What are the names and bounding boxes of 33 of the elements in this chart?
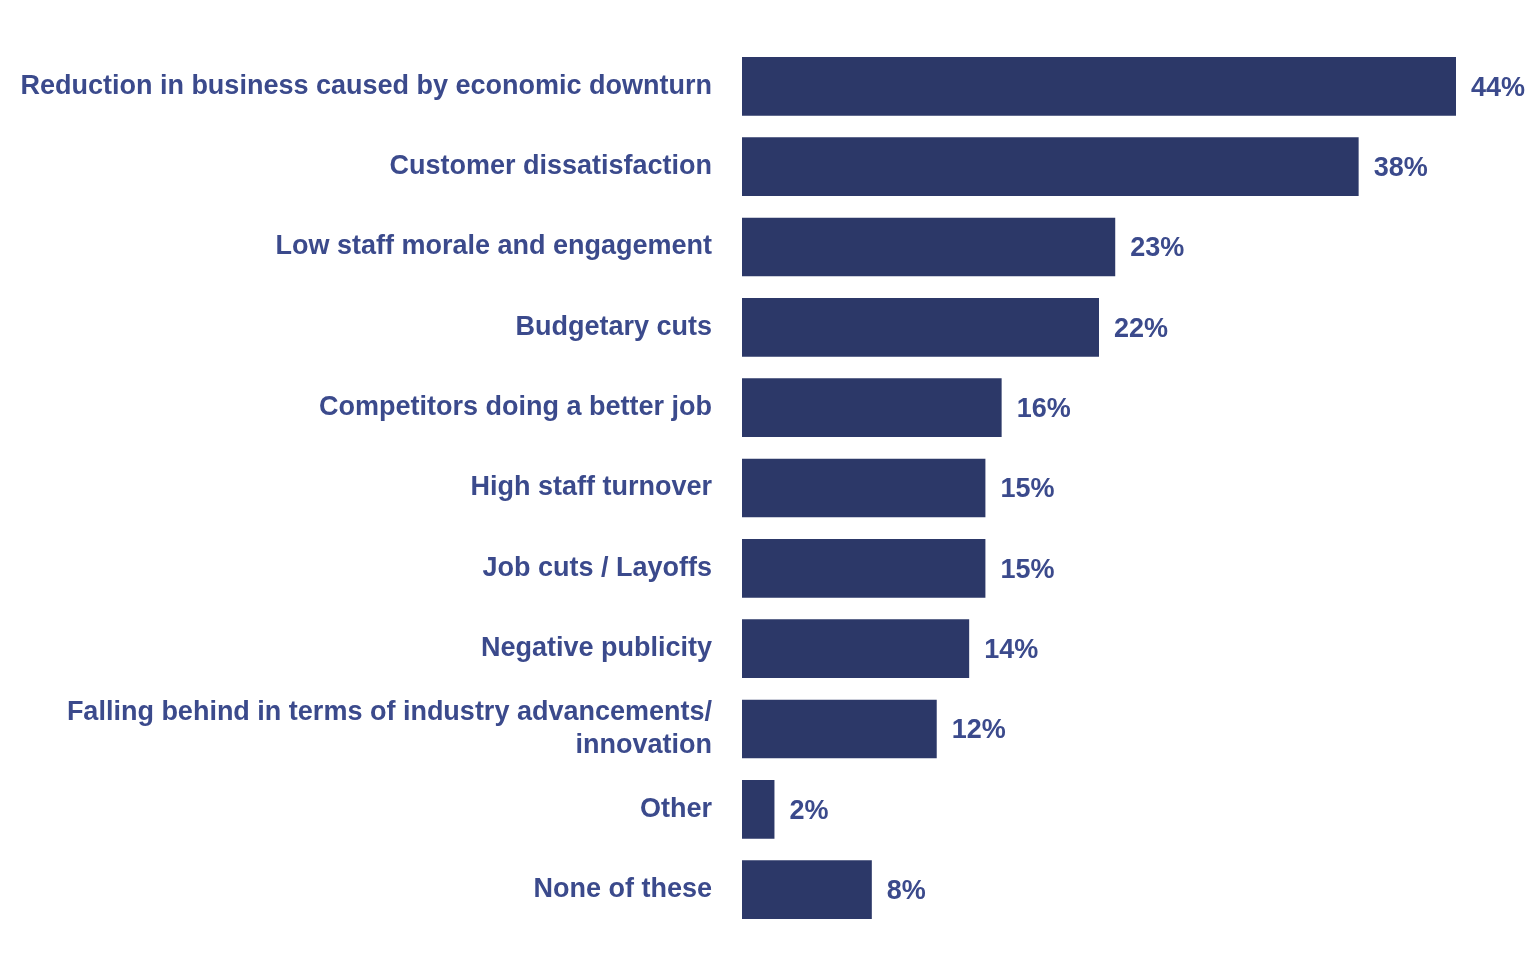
- data-label: 8%: [886, 875, 926, 906]
- bar: [742, 458, 986, 518]
- bar: [742, 217, 1116, 277]
- y-tick-label: Budgetary cuts: [515, 310, 712, 341]
- y-tick-label: High staff turnover: [470, 471, 713, 502]
- bar: [742, 539, 986, 598]
- bar: [742, 619, 970, 678]
- data-label: 14%: [984, 634, 1039, 665]
- bar: [742, 779, 775, 839]
- bar: [742, 699, 937, 759]
- data-label: 15%: [1000, 473, 1055, 504]
- y-tick-label: Reduction in business caused by economic downturn: [20, 69, 712, 100]
- bar: [742, 860, 872, 919]
- y-tick-label: Other: [639, 792, 713, 823]
- bar: [742, 137, 1359, 197]
- y-tick-label: Negative publicity: [480, 632, 712, 663]
- data-label: 15%: [1000, 553, 1055, 584]
- data-label: 2%: [789, 794, 829, 825]
- data-label: 44%: [1471, 71, 1526, 102]
- y-tick-label: Competitors doing a better job: [318, 391, 712, 422]
- y-tick-label: Falling behind in terms of industry advancements/ innovation: [66, 696, 713, 759]
- data-label: 12%: [951, 714, 1006, 745]
- y-tick-label: None of these: [533, 873, 712, 904]
- bar: [742, 378, 1002, 437]
- data-label: 16%: [1016, 393, 1071, 424]
- bar: [742, 298, 1099, 357]
- y-tick-label: Customer dissatisfaction: [389, 150, 712, 181]
- y-tick-label: Low staff morale and engagement: [275, 230, 713, 261]
- y-tick-label: Job cuts / Layoffs: [482, 551, 712, 582]
- data-label: 23%: [1130, 232, 1185, 263]
- data-label: 22%: [1114, 312, 1169, 343]
- data-label: 38%: [1373, 152, 1428, 183]
- bar: [742, 57, 1456, 116]
